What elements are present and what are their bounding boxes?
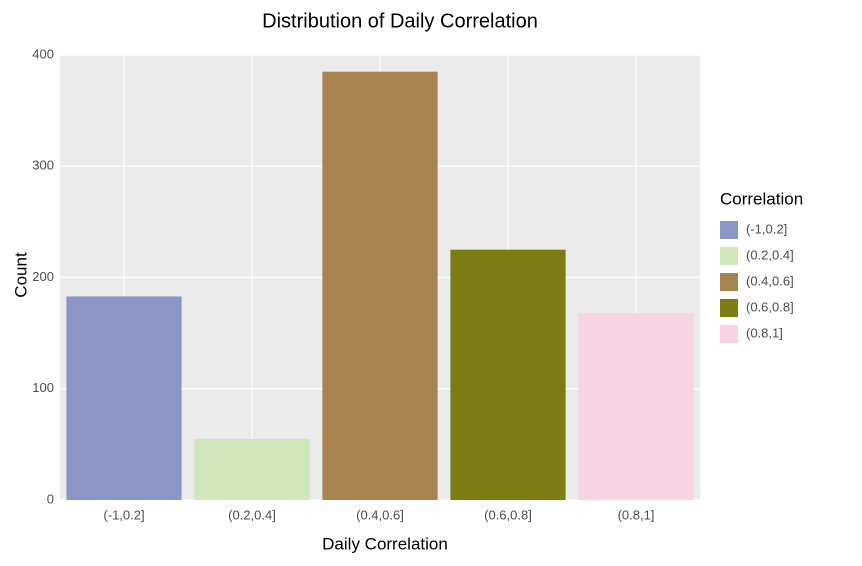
legend-swatch — [720, 247, 738, 265]
legend-swatch — [720, 273, 738, 291]
chart-title: Distribution of Daily Correlation — [262, 10, 538, 32]
legend-title: Correlation — [720, 189, 803, 208]
x-tick-label: (0.4,0.6] — [356, 507, 404, 522]
legend-label: (0.6,0.8] — [746, 299, 794, 314]
bar — [322, 71, 438, 500]
bar — [66, 296, 182, 500]
x-tick-label: (0.8,1] — [618, 507, 655, 522]
legend-swatch — [720, 299, 738, 317]
y-tick-label: 400 — [32, 46, 54, 61]
y-axis-title: Count — [11, 252, 30, 298]
y-tick-label: 100 — [32, 380, 54, 395]
legend-swatch — [720, 325, 738, 343]
x-tick-label: (0.2,0.4] — [228, 507, 276, 522]
legend-label: (0.8,1] — [746, 325, 783, 340]
x-tick-label: (0.6,0.8] — [484, 507, 532, 522]
y-tick-label: 200 — [32, 269, 54, 284]
bar — [194, 438, 310, 500]
bar — [450, 249, 566, 500]
y-tick-label: 0 — [47, 491, 54, 506]
legend-swatch — [720, 221, 738, 239]
legend-label: (-1,0.2] — [746, 221, 787, 236]
x-tick-label: (-1,0.2] — [103, 507, 144, 522]
y-tick-label: 300 — [32, 158, 54, 173]
legend-label: (0.2,0.4] — [746, 247, 794, 262]
bar — [578, 313, 694, 500]
x-axis-title: Daily Correlation — [322, 534, 448, 553]
legend-label: (0.4,0.6] — [746, 273, 794, 288]
